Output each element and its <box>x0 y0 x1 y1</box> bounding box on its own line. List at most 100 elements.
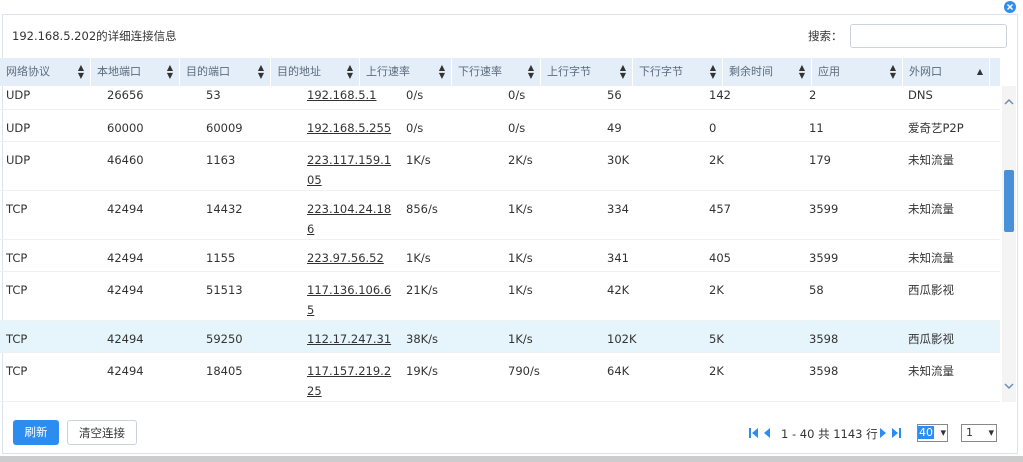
table-row[interactable]: TCP 42494 18405 117.157.219.225 19K/s 790/s 64… <box>0 352 1000 402</box>
address-link[interactable]: 223.97.56.52 <box>307 250 384 265</box>
address-link[interactable]: 192.168.5.255 <box>307 120 392 135</box>
table-cell: 58 <box>803 271 902 321</box>
address-link[interactable]: 112.17.247.31 <box>307 331 392 346</box>
sort-icon: ▲ ▼ <box>889 63 896 80</box>
refresh-button[interactable]: 刷新 <box>13 420 59 445</box>
table-cell: 1K/s <box>400 141 502 191</box>
cell-text: 未知流量 <box>908 363 954 378</box>
table-cell: 3598 <box>803 352 902 402</box>
page-select[interactable]: 1 ▾ <box>961 424 997 442</box>
address-link[interactable]: 117.136.106.65 <box>307 282 392 317</box>
table-cell: 42494 <box>101 271 200 321</box>
cell-text: 2K <box>709 363 724 378</box>
cell-text: 1K/s <box>508 282 533 297</box>
address-link[interactable]: 223.117.159.105 <box>307 152 392 187</box>
column-header[interactable]: 网络协议 ▲ ▼ <box>0 58 91 86</box>
table-cell: 56 <box>803 401 902 410</box>
table-cell: 42494 <box>101 239 200 272</box>
cell-text: 56 <box>607 88 622 102</box>
table-cell: TCP <box>0 401 101 410</box>
table-cell: 2 <box>803 86 902 110</box>
column-header[interactable]: 目的端口 ▲ ▼ <box>180 58 271 86</box>
column-header[interactable]: 下行速率 ▲ ▼ <box>452 58 541 86</box>
table-cell: TCP <box>0 320 101 353</box>
column-header[interactable]: 上行字节 ▲ ▼ <box>541 58 633 86</box>
table-cell: UDP <box>0 86 101 110</box>
table-cell: 0/s <box>502 86 601 110</box>
close-icon[interactable] <box>1003 0 1017 14</box>
table-cell: 223.97.56.52 <box>301 239 400 272</box>
table-cell: 117.136.57.246 <box>301 401 400 410</box>
column-header[interactable]: 目的地址 ▲ ▼ <box>271 58 360 86</box>
address-link[interactable]: 192.168.5.1 <box>307 88 377 102</box>
table-cell: 117.157.219.225 <box>301 352 400 402</box>
table-cell: 142 <box>703 86 803 110</box>
column-header[interactable]: 上行速率 ▲ ▼ <box>360 58 452 86</box>
search-input[interactable] <box>850 24 1007 48</box>
table-cell: 19K/s <box>400 352 502 402</box>
table-row[interactable]: UDP 46460 1163 223.117.159.105 1K/s 2K/s 30K 2K… <box>0 141 1000 191</box>
cell-text: 西瓜影视 <box>908 282 954 297</box>
next-last-icons[interactable] <box>878 426 906 440</box>
table-cell: 18405 <box>200 352 301 402</box>
table-cell: 0/s <box>400 86 502 110</box>
cell-text: 1K/s <box>508 250 533 265</box>
cell-text: 457 <box>709 201 731 216</box>
table-cell: 20K/s <box>400 401 502 410</box>
table-cell: UDP <box>0 141 101 191</box>
table-cell: 2K <box>703 352 803 402</box>
table-cell: 102K <box>601 320 703 353</box>
cell-text: 60009 <box>206 120 243 135</box>
cell-text: 2K/s <box>508 152 533 167</box>
cell-text: TCP <box>6 201 28 216</box>
table-header: 网络协议 ▲ ▼ 本地端口 ▲ ▼ 目的端口 ▲ ▼ 目的地址 ▲ ▼ 上行速率 ▲ ▼ 下行速率 ▲ ▼ 上行字节… <box>0 58 1000 86</box>
scrollbar[interactable] <box>1002 86 1016 402</box>
cell-text: UDP <box>6 120 31 135</box>
table-row[interactable]: TCP 42494 1155 223.97.56.52 1K/s 1K/s 341 405 35… <box>0 239 1000 272</box>
cell-text: 0 <box>709 120 717 135</box>
table-cell: 0 <box>703 109 803 142</box>
column-header[interactable]: 剩余时间 ▲ ▼ <box>723 58 812 86</box>
table-cell: 1155 <box>200 239 301 272</box>
column-header[interactable]: 外网口 ▲ <box>903 58 990 86</box>
cell-text: TCP <box>6 331 28 346</box>
cell-text: 1K/s <box>508 331 533 346</box>
address-link[interactable]: 117.157.219.225 <box>307 363 392 398</box>
address-link[interactable]: 223.104.24.186 <box>307 201 392 236</box>
cell-text: DNS <box>908 88 933 102</box>
sort-icon: ▲ ▼ <box>619 63 626 80</box>
table-cell: 9K <box>703 401 803 410</box>
clear-button[interactable]: 清空连接 <box>67 420 137 445</box>
column-header[interactable]: 应用 ▲ ▼ <box>812 58 903 86</box>
column-header[interactable]: 下行字节 ▲ ▼ <box>633 58 723 86</box>
header-text: 目的端口 <box>186 65 230 78</box>
cell-text: UDP <box>6 88 31 102</box>
table-cell: 未知流量 <box>902 239 1000 272</box>
cell-text: 0/s <box>508 120 526 135</box>
cell-text: 14432 <box>206 201 243 216</box>
table-cell: 341 <box>601 239 703 272</box>
sort-icon: ▲ ▼ <box>166 63 173 80</box>
header-text: 网络协议 <box>6 65 50 78</box>
table-row[interactable]: TCP 42494 14432 223.104.24.186 856/s 1K/s 334 4… <box>0 190 1000 240</box>
cell-text: 42494 <box>107 250 144 265</box>
page-size-select[interactable]: 40 ▾ <box>917 424 948 442</box>
table-row[interactable]: TCP4249450040117.136.57.24620K/s703/s318… <box>0 401 1000 410</box>
cell-text: 1K/s <box>406 152 431 167</box>
cell-text: 西瓜影视 <box>908 331 954 346</box>
table-cell: 42K <box>601 271 703 321</box>
cell-text: 2K <box>709 282 724 297</box>
cell-text: 1163 <box>206 152 236 167</box>
table-cell: 西瓜影视 <box>902 320 1000 353</box>
table-body: UDP2665653192.168.5.10/s0/s561422DNS-UDP… <box>0 86 1000 410</box>
column-header[interactable]: 本地端口 ▲ ▼ <box>91 58 180 86</box>
table-cell: DNS <box>902 86 1000 110</box>
first-prev-icons[interactable] <box>748 426 776 440</box>
table-row[interactable]: UDP 60000 60009 192.168.5.255 0/s 0/s 49 0 11 爱奇艺… <box>0 109 1000 142</box>
cell-text: 46460 <box>107 152 144 167</box>
cell-text: 42494 <box>107 331 144 346</box>
table-cell: 30K <box>601 141 703 191</box>
table-row[interactable]: TCP 42494 59250 112.17.247.31 38K/s 1K/s 102K 5… <box>0 320 1000 353</box>
table-row[interactable]: TCP 42494 51513 117.136.106.65 21K/s 1K/s 42K 2… <box>0 271 1000 321</box>
